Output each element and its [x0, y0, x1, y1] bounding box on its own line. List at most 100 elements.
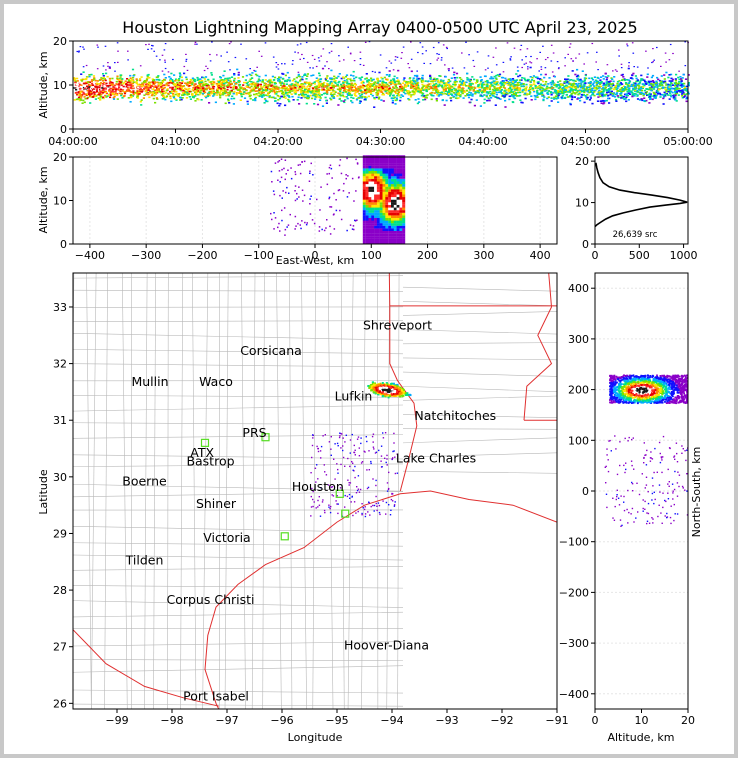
density-cell — [374, 176, 378, 179]
density-cell — [374, 220, 378, 224]
density-cell — [597, 96, 600, 98]
density-cell — [345, 74, 349, 76]
density-cell — [365, 236, 369, 239]
density-cell — [180, 98, 183, 101]
density-cell — [298, 88, 301, 90]
density-cell — [656, 93, 660, 95]
density-cell — [645, 99, 648, 102]
density-cell — [152, 88, 155, 91]
density-cell — [674, 79, 677, 82]
density-cell — [502, 71, 505, 73]
density-cell — [582, 90, 586, 92]
density-cell — [533, 90, 536, 93]
density-cell — [388, 217, 392, 221]
density-cell — [250, 81, 253, 83]
density-cell — [154, 81, 157, 83]
density-cell — [393, 173, 397, 177]
density-cell — [239, 99, 242, 101]
density-cell — [681, 96, 684, 99]
density-cell — [212, 95, 215, 97]
density-cell — [597, 77, 600, 80]
density-cell — [523, 63, 526, 65]
density-cell — [294, 91, 298, 93]
density-cell — [540, 73, 543, 76]
density-cell — [96, 44, 99, 46]
density-cell — [537, 81, 540, 83]
density-cell — [171, 88, 174, 90]
density-cell — [671, 91, 674, 94]
density-cell — [574, 93, 577, 95]
density-cell — [411, 90, 414, 92]
density-cell — [617, 85, 620, 88]
density-cell — [524, 78, 527, 81]
density-cell — [245, 74, 248, 77]
density-cell — [396, 241, 400, 245]
density-cell — [319, 97, 322, 99]
density-cell — [482, 81, 485, 84]
density-cell — [205, 96, 208, 99]
density-cell — [432, 78, 435, 81]
density-cell — [674, 87, 677, 89]
density-cell — [379, 191, 383, 195]
density-cell — [449, 80, 452, 83]
density-cell — [670, 82, 673, 85]
density-cell — [235, 82, 238, 84]
density-cell — [88, 92, 91, 94]
density-cell — [374, 215, 378, 218]
density-cell — [301, 89, 304, 92]
density-cell — [382, 215, 386, 218]
density-cell — [97, 46, 99, 48]
density-cell — [589, 81, 592, 84]
density-cell — [154, 85, 157, 87]
density-cell — [291, 95, 294, 98]
density-cell — [191, 94, 194, 97]
density-cell — [399, 215, 403, 218]
density-cell — [409, 95, 413, 98]
density-cell — [279, 103, 282, 105]
density-cell — [384, 82, 388, 84]
density-cell — [202, 76, 205, 79]
density-cell — [396, 178, 400, 182]
density-cell — [230, 89, 233, 92]
density-cell — [634, 82, 637, 85]
density-cell — [98, 84, 101, 87]
density-cell — [224, 90, 227, 92]
density-cell — [553, 84, 556, 87]
density-cell — [589, 97, 592, 99]
density-cell — [527, 78, 530, 81]
density-cell — [403, 89, 406, 92]
density-cell — [95, 89, 99, 91]
density-cell — [210, 92, 213, 95]
density-cell — [268, 83, 271, 85]
density-cell — [382, 202, 386, 205]
density-cell — [586, 90, 589, 93]
density-cell — [286, 93, 289, 95]
density-cell — [401, 89, 404, 91]
density-cell — [388, 233, 392, 237]
density-cell — [471, 76, 474, 78]
density-cell — [192, 87, 195, 89]
density-cell — [346, 97, 349, 100]
density-cell — [127, 50, 129, 52]
density-cell — [402, 184, 406, 187]
density-cell — [131, 85, 135, 87]
density-cell — [566, 78, 569, 81]
density-cell — [246, 81, 249, 84]
density-cell — [385, 189, 389, 192]
density-cell — [385, 210, 389, 213]
density-cell — [186, 91, 189, 94]
density-cell — [297, 94, 301, 96]
density-cell — [202, 82, 205, 84]
density-cell — [620, 90, 623, 93]
density-cell — [210, 91, 213, 93]
density-cell — [399, 191, 403, 195]
density-cell — [119, 76, 122, 78]
density-cell — [136, 92, 139, 94]
density-cell — [493, 75, 496, 78]
density-cell — [388, 74, 391, 76]
density-cell — [177, 93, 180, 95]
density-cell — [264, 90, 267, 92]
density-cell — [207, 85, 210, 87]
density-cell — [409, 80, 412, 82]
density-cell — [379, 220, 383, 224]
